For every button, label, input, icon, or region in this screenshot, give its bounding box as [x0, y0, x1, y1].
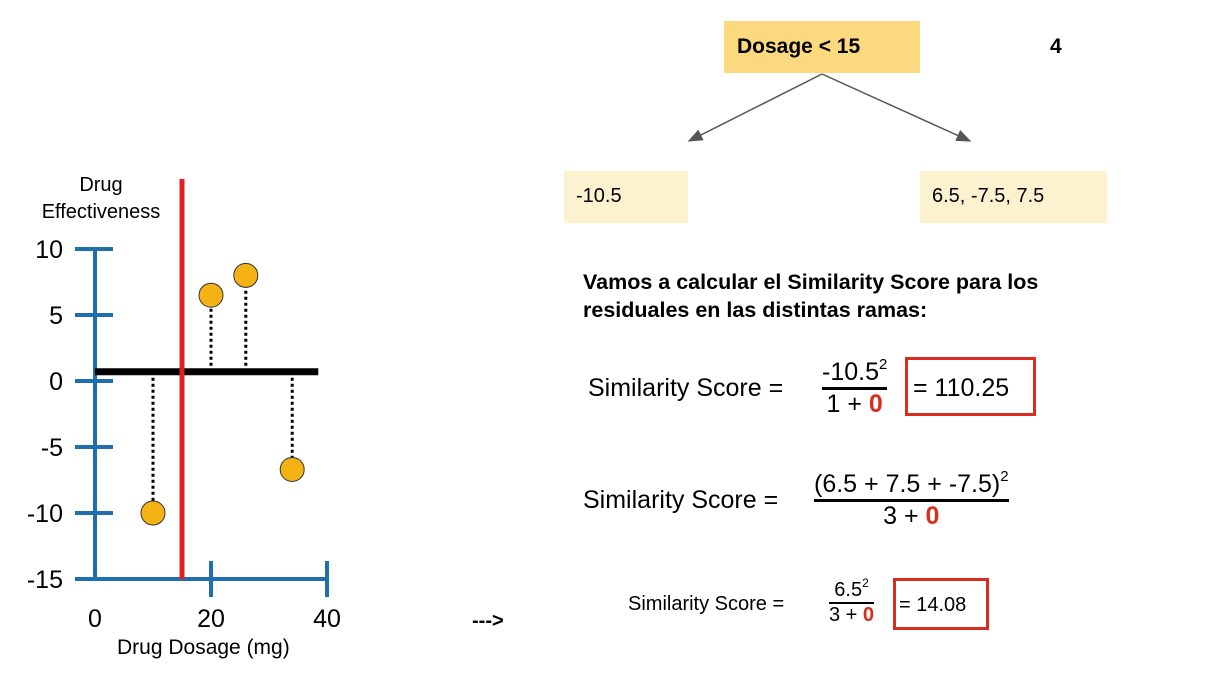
- x-tick-label: 40: [313, 605, 341, 633]
- tree-leaf-right-label: 6.5, -7.5, 7.5: [932, 185, 1045, 207]
- intro-text: Vamos a calcular el Similarity Score par…: [583, 270, 1039, 322]
- tree-leaf-left-label: -10.5: [576, 185, 622, 207]
- formula-3-fraction: 6.52 3 + 0: [829, 576, 875, 627]
- formula-2-numerator: (6.5 + 7.5 + -7.5)2: [814, 467, 1009, 499]
- y-tick-label: 5: [49, 302, 63, 330]
- formula-1-num-value: -10.5: [822, 358, 879, 386]
- y-tick-label: 0: [49, 368, 63, 396]
- y-tick-label: -10: [27, 500, 63, 528]
- formula-2-fraction: (6.5 + 7.5 + -7.5)2 3 + 0: [814, 467, 1009, 531]
- formula-2-den-value: 3 +: [883, 502, 926, 530]
- tree-root-node: Dosage < 15: [724, 21, 920, 73]
- y-tick-label: -5: [41, 434, 63, 462]
- formula-3-lambda: 0: [862, 604, 875, 626]
- tree-leaf-left: -10.5: [564, 171, 688, 223]
- formula-1-exponent: 2: [878, 355, 888, 373]
- formula-2-label: Similarity Score =: [583, 486, 779, 514]
- formula-1-result-box: [905, 357, 1036, 416]
- formula-3-den-value: 3 +: [829, 604, 863, 626]
- formula-2-fraction-bar: [814, 499, 1009, 502]
- y-tick-label: -15: [27, 566, 63, 594]
- formula-3-label: Similarity Score =: [628, 593, 785, 615]
- data-point: [140, 500, 166, 526]
- x-tick-label: 20: [197, 605, 225, 633]
- data-point: [233, 262, 259, 288]
- formula-1-lambda: 0: [868, 390, 883, 418]
- formula-1-numerator: -10.52: [822, 355, 888, 387]
- formula-3-result-box: [893, 578, 989, 630]
- x-tick-label: 0: [88, 605, 102, 633]
- formula-3-result: = 14.08: [899, 594, 967, 616]
- data-point: [279, 456, 305, 482]
- plot-y-label: Drug Effectiveness: [41, 174, 161, 223]
- formula-1-fraction-bar: [822, 387, 888, 390]
- formula-2-exponent: 2: [1000, 467, 1009, 485]
- formula-3-exponent: 2: [862, 576, 869, 590]
- plot-x-label: Drug Dosage (mg): [117, 636, 290, 659]
- data-point: [198, 282, 224, 308]
- tree-arrow-right: [821, 73, 972, 142]
- tree-leaf-right: 6.5, -7.5, 7.5: [920, 171, 1107, 223]
- y-tick-label: 10: [35, 236, 63, 264]
- formula-1-label: Similarity Score =: [588, 374, 784, 402]
- formula-2-lambda: 0: [925, 502, 940, 530]
- formula-1-result: = 110.25: [913, 374, 1010, 402]
- arrow-text: --->: [472, 610, 504, 632]
- formula-1-denominator: 1 + 0: [827, 390, 883, 419]
- formula-3-num-value: 6.5: [834, 579, 863, 601]
- formula-2-denominator: 3 + 0: [883, 502, 939, 531]
- formula-3-numerator: 6.52: [834, 576, 869, 602]
- formula-3-fraction-bar: [829, 602, 875, 604]
- formula-1-fraction: -10.52 1 + 0: [822, 355, 888, 419]
- tree-arrow-left: [687, 73, 823, 142]
- formula-3-denominator: 3 + 0: [829, 604, 874, 627]
- formula-2-num-value: (6.5 + 7.5 + -7.5): [814, 470, 1001, 498]
- tree-number: 4: [1050, 35, 1062, 58]
- tree-root-label: Dosage < 15: [737, 35, 861, 58]
- formula-1-den-value: 1 +: [826, 390, 869, 418]
